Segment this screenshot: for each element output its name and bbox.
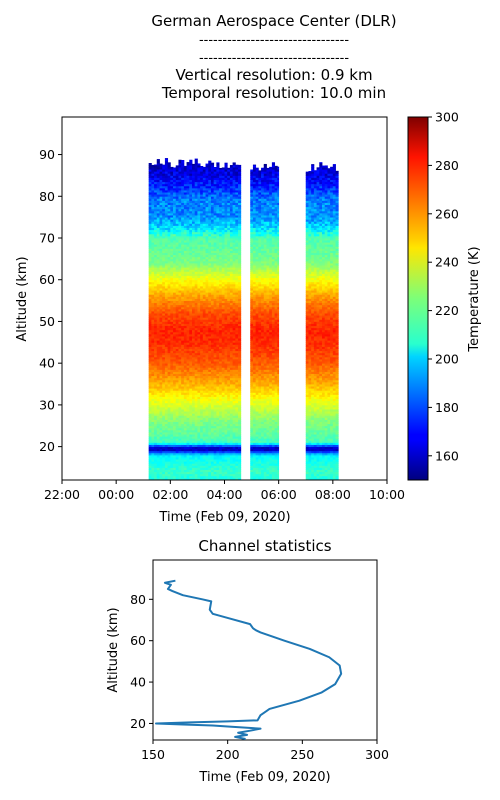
colorbar-axis: 160 180 200 220 240 260 280 300 (428, 110, 459, 464)
profile-title: Channel statistics (198, 537, 331, 555)
heatmap-block-2 (250, 162, 279, 480)
profile-y-tick-label: 40 (130, 675, 146, 690)
profile-x-label: Time (Feb 09, 2020) (198, 770, 330, 785)
profile-x-axis: 150 200 250 300 (141, 740, 389, 762)
heatmap-x-tick-label: 08:00 (315, 487, 351, 502)
profile-x-tick-label: 300 (365, 747, 389, 762)
heatmap-y-tick-label: 60 (39, 272, 55, 287)
heatmap-y-tick-label: 30 (39, 397, 55, 412)
heatmap-y-tick-label: 20 (39, 439, 55, 454)
colorbar-tick-label: 220 (435, 303, 459, 318)
colorbar-tick-label: 260 (435, 206, 459, 221)
colorbar-tick-label: 280 (435, 158, 459, 173)
heatmap-data-layer (149, 158, 339, 480)
heatmap-block-1 (149, 158, 241, 480)
profile-x-tick-label: 250 (290, 747, 314, 762)
profile-y-label: Altitude (km) (106, 607, 121, 692)
heatmap-x-tick-label: 06:00 (261, 487, 297, 502)
heatmap-x-axis: 22:00 00:00 02:00 04:00 06:00 08:00 10:00 (44, 480, 405, 502)
colorbar-tick-label: 200 (435, 352, 459, 367)
heatmap-x-tick-label: 10:00 (369, 487, 405, 502)
colorbar (408, 117, 428, 480)
profile-y-tick-label: 80 (130, 592, 146, 607)
heatmap-x-tick-label: 22:00 (44, 487, 80, 502)
heatmap-y-label: Altitude (km) (15, 256, 30, 341)
heatmap-x-tick-label: 02:00 (152, 487, 188, 502)
heatmap-y-tick-label: 90 (39, 147, 55, 162)
heatmap-y-tick-label: 50 (39, 314, 55, 329)
colorbar-tick-label: 300 (435, 110, 459, 125)
heatmap-x-tick-label: 00:00 (98, 487, 134, 502)
heatmap-y-tick-label: 70 (39, 231, 55, 246)
profile-y-axis: 20 40 60 80 (130, 592, 153, 731)
colorbar-tick-label: 180 (435, 400, 459, 415)
heatmap-y-axis: 20 30 40 50 60 70 80 90 (39, 147, 62, 454)
colorbar-tick-label: 240 (435, 255, 459, 270)
heatmap-x-label: Time (Feb 09, 2020) (158, 510, 290, 525)
profile-series-line (156, 581, 341, 739)
profile-x-tick-label: 150 (141, 747, 165, 762)
colorbar-tick-label: 160 (435, 448, 459, 463)
heatmap-y-tick-label: 40 (39, 356, 55, 371)
profile-x-tick-label: 200 (216, 747, 240, 762)
profile-line-layer (156, 581, 341, 739)
heatmap-x-tick-label: 04:00 (206, 487, 242, 502)
heatmap-y-tick-label: 80 (39, 189, 55, 204)
heatmap-block-3 (306, 162, 339, 480)
profile-y-tick-label: 20 (130, 716, 146, 731)
profile-y-tick-label: 60 (130, 633, 146, 648)
colorbar-label: Temperature (K) (467, 246, 482, 352)
